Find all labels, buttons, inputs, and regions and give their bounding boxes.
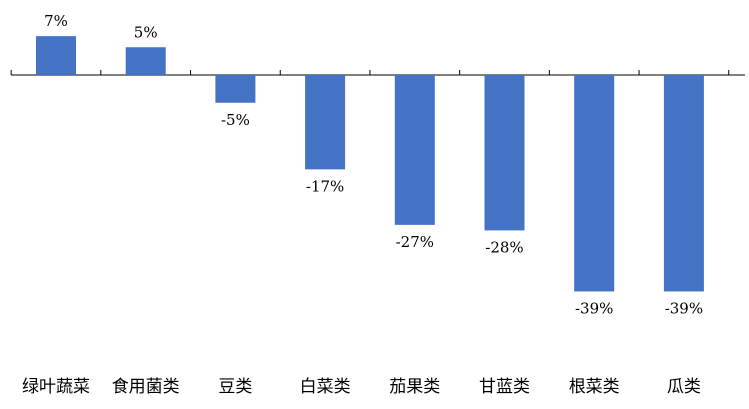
category-label-甘蓝类: 甘蓝类 <box>479 377 530 397</box>
data-label-根菜类: -39% <box>575 299 613 317</box>
data-label-瓜类: -39% <box>665 299 703 317</box>
bar-瓜类 <box>663 75 704 292</box>
bar-茄果类 <box>394 75 435 225</box>
category-label-绿叶蔬菜: 绿叶蔬菜 <box>22 377 90 397</box>
data-labels-group: 7% 5% -5% -17% -27% -28% -39% -39% <box>44 12 703 317</box>
bar-甘蓝类 <box>484 75 525 231</box>
category-label-根菜类: 根菜类 <box>569 377 620 397</box>
category-label-瓜类: 瓜类 <box>667 377 701 397</box>
data-label-甘蓝类: -28% <box>485 238 523 256</box>
bar-根菜类 <box>574 75 615 292</box>
bars-group <box>10 36 730 292</box>
data-label-绿叶蔬菜: 7% <box>44 12 68 30</box>
bar-豆类 <box>215 75 256 103</box>
data-label-白菜类: -17% <box>306 177 344 195</box>
bar-绿叶蔬菜 <box>36 36 76 75</box>
data-label-茄果类: -27% <box>396 233 434 251</box>
category-label-豆类: 豆类 <box>218 377 252 397</box>
data-label-食用菌类: 5% <box>134 23 158 41</box>
category-label-茄果类: 茄果类 <box>389 377 440 397</box>
category-labels-group: 绿叶蔬菜 食用菌类 豆类 白菜类 茄果类 甘蓝类 根菜类 瓜类 <box>22 377 701 397</box>
bar-白菜类 <box>305 75 346 170</box>
data-label-豆类: -5% <box>221 111 250 129</box>
category-label-食用菌类: 食用菌类 <box>112 377 180 397</box>
bar-食用菌类 <box>125 47 166 75</box>
category-label-白菜类: 白菜类 <box>300 377 351 397</box>
